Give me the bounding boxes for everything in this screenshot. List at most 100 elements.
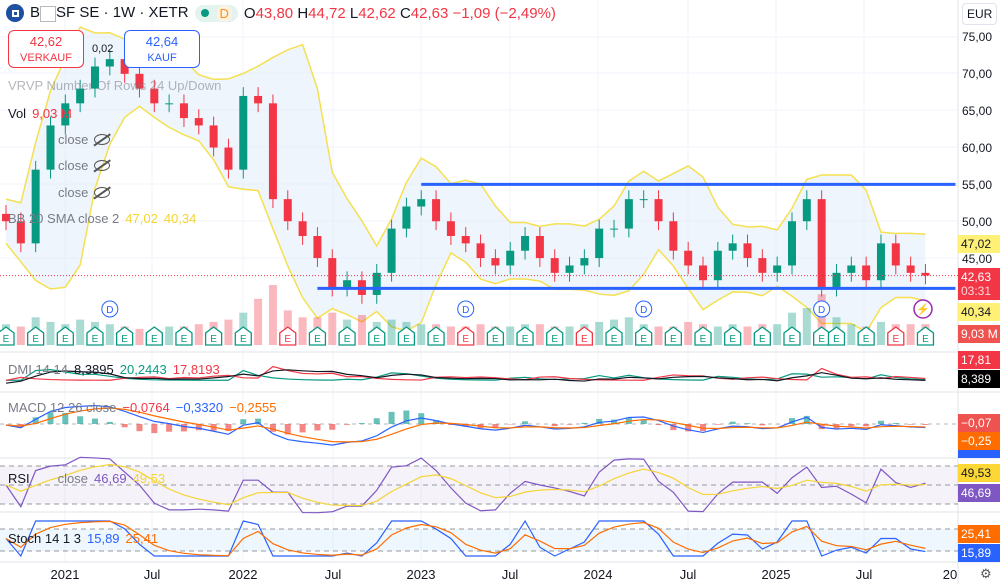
macd-signal-line	[5, 407, 926, 443]
dividend-icon	[101, 300, 119, 318]
earnings-icon	[753, 326, 771, 346]
macd-histogram-bar	[788, 418, 795, 424]
rsi-legend[interactable]: RSI close 46,69 49,53	[8, 471, 166, 486]
earnings-icon	[204, 326, 223, 346]
volume-bar	[417, 324, 426, 345]
volume-bar	[194, 324, 203, 345]
volume-bar	[713, 326, 722, 345]
candle-body	[580, 258, 589, 266]
macd-histogram-bar	[640, 419, 647, 424]
eye-off-icon[interactable]	[94, 160, 111, 171]
candle-body	[713, 250, 722, 281]
candle-body	[90, 66, 99, 89]
macd-histogram-bar	[358, 423, 365, 424]
volume-bar	[387, 319, 396, 345]
earnings-icon	[175, 326, 193, 346]
candle-body	[787, 221, 796, 266]
macd-histogram-bar	[106, 421, 113, 424]
earnings-icon	[516, 326, 534, 346]
bb-legend[interactable]: BB 20 SMA close 2 47,02 40,34	[8, 211, 197, 226]
settings-gear-icon[interactable]: ⚙	[980, 566, 992, 581]
macd-histogram-bar	[195, 424, 202, 431]
vrvp-legend[interactable]: VRVP Number Of Rows 24 Up/Down	[8, 78, 222, 93]
sell-button[interactable]: 42,62 VERKAUF	[8, 30, 84, 68]
earnings-icon	[457, 326, 475, 346]
candle-body	[387, 228, 396, 273]
dmi-minus-line	[5, 365, 926, 381]
volume-bar	[535, 324, 544, 345]
hidden-indicator-2[interactable]: close	[58, 158, 111, 173]
symbol-legend[interactable]: B SF SE · 1W · XETR D O43,80 H44,72 L42,6…	[6, 4, 556, 22]
market-status-badge[interactable]: D	[194, 4, 238, 22]
macd-histogram-bar	[907, 424, 914, 425]
dividend-icon	[635, 300, 653, 318]
volume-bar	[684, 321, 693, 345]
stoch-k-tag: 15,89	[958, 544, 1000, 562]
price-tick: 45,00	[962, 252, 993, 266]
earnings-label: E	[492, 334, 499, 345]
earnings-icon	[115, 326, 134, 346]
symbol-name[interactable]: B SF SE · 1W · XETR	[30, 4, 189, 22]
candle-body	[595, 228, 604, 259]
macd-histogram-bar	[121, 424, 128, 428]
earnings-icon	[724, 326, 742, 346]
earnings-label: E	[700, 334, 707, 345]
currency-button[interactable]: EUR	[962, 3, 998, 25]
volume-bar	[298, 317, 307, 345]
earnings-icon	[605, 326, 623, 346]
eye-off-icon[interactable]	[94, 187, 111, 198]
candle-body	[446, 221, 455, 236]
stoch-band	[0, 529, 958, 551]
macd-legend[interactable]: MACD 12 26 close −0,0764 −0,3320 −0,2555	[8, 400, 277, 415]
earnings-label: E	[62, 334, 69, 345]
candle-body	[209, 125, 218, 148]
stoch-legend[interactable]: Stoch 14 1 3 15,89 25,41	[8, 531, 159, 546]
volume-bar	[476, 324, 485, 345]
bb-fill	[6, 27, 926, 333]
earnings-icon	[664, 326, 682, 346]
bb-lower-tag: 40,34	[958, 303, 1000, 321]
price-tick: 55,00	[962, 178, 993, 192]
eye-off-icon[interactable]	[94, 134, 111, 145]
earnings-label: E	[92, 334, 99, 345]
volume-bar	[565, 326, 574, 345]
ohlc: O43,80 H44,72 L42,62 C42,63 −1,09 (−2,49…	[243, 4, 556, 22]
volume-bar	[817, 294, 826, 345]
volume-bar	[268, 285, 277, 345]
candle-body	[417, 199, 426, 207]
volume-bar	[135, 328, 144, 345]
candle-body	[61, 103, 70, 126]
volume-bar	[254, 298, 263, 345]
candle-body	[283, 199, 292, 222]
dmi-legend[interactable]: DMI 14 14 8,3895 20,2443 17,8193	[8, 362, 220, 377]
hidden-indicator-3[interactable]: close	[58, 185, 111, 200]
volume-tag: 9,03 M	[958, 325, 1000, 343]
earnings-label: E	[433, 334, 440, 345]
time-tick: 2024	[583, 567, 613, 582]
volume-bar	[357, 315, 366, 345]
time-tick: 2025	[761, 567, 791, 582]
volume-legend[interactable]: Vol 9,03 M	[8, 106, 72, 121]
macd-histogram-bar	[863, 424, 870, 427]
earnings-icon	[279, 326, 297, 346]
buy-button[interactable]: 42,64 KAUF	[124, 30, 200, 68]
macd-histogram-bar	[729, 421, 736, 424]
earnings-label: E	[151, 334, 158, 345]
macd-histogram-bar	[700, 424, 707, 432]
candle-body	[669, 221, 678, 251]
hidden-indicator-1[interactable]: close	[58, 132, 111, 147]
earnings-icon	[86, 326, 104, 346]
volume-bar	[46, 321, 55, 345]
macd-histogram-bar	[32, 417, 39, 424]
bb-upper-tag: 47,02	[958, 235, 1000, 253]
macd-histogram-bar	[818, 424, 825, 430]
volume-bar	[773, 324, 782, 345]
earnings-label: E	[863, 334, 870, 345]
candle-body	[402, 206, 411, 229]
volume-bar	[105, 324, 114, 345]
dmi-minus-tag: 17,81	[958, 351, 1000, 369]
earnings-icon	[635, 326, 653, 346]
redacted-box	[40, 5, 57, 22]
macd-histogram-bar	[877, 420, 884, 424]
macd-line-tag	[958, 450, 1000, 458]
